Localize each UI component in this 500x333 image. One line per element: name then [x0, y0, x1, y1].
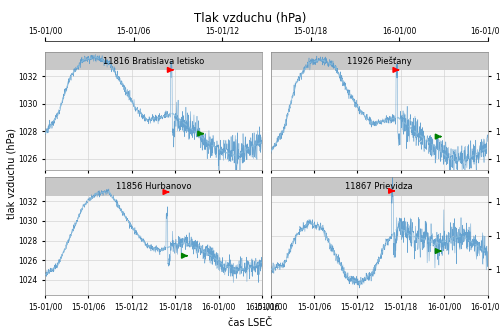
Text: tlak vzduchu (hPa): tlak vzduchu (hPa): [6, 128, 16, 219]
Bar: [45, 52, 262, 71]
Text: 11926 Piešťany: 11926 Piešťany: [346, 56, 412, 66]
Bar: [45, 177, 262, 195]
Text: 11816 Bratislava letisko: 11816 Bratislava letisko: [103, 57, 204, 66]
Text: Tlak vzduchu (hPa): Tlak vzduchu (hPa): [194, 12, 306, 25]
Bar: [270, 52, 488, 71]
Bar: [270, 177, 488, 195]
Text: 11856 Hurbanovo: 11856 Hurbanovo: [116, 181, 191, 190]
Text: 11867 Prievidza: 11867 Prievidza: [345, 181, 413, 190]
Text: čas LSEČ: čas LSEČ: [228, 318, 272, 328]
